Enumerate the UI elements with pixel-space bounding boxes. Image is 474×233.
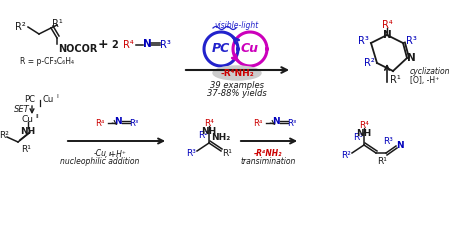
Text: NH: NH (356, 130, 372, 138)
Text: R¹: R¹ (390, 75, 401, 85)
Text: , +H⁺: , +H⁺ (105, 150, 126, 158)
Text: 2: 2 (111, 40, 118, 50)
Text: -Cu: -Cu (93, 150, 107, 158)
Text: N: N (396, 141, 404, 151)
Text: N: N (114, 117, 122, 127)
Text: R³: R³ (353, 133, 363, 141)
Text: R⁴: R⁴ (359, 120, 369, 130)
Text: NOCOR: NOCOR (58, 44, 97, 54)
Text: Cu: Cu (42, 96, 54, 104)
Text: N: N (272, 117, 280, 127)
Text: NH₂: NH₂ (211, 134, 231, 143)
Text: R = p-CF₃C₆H₄: R = p-CF₃C₆H₄ (20, 56, 74, 65)
Text: R³: R³ (406, 36, 417, 46)
Text: -R⁴NH₂: -R⁴NH₂ (254, 150, 282, 158)
Text: PC: PC (212, 42, 230, 55)
Text: -R⁴NH₂: -R⁴NH₂ (220, 69, 254, 78)
Text: N: N (407, 53, 415, 63)
Text: R³: R³ (383, 137, 393, 145)
Text: R²: R² (364, 58, 374, 68)
Text: R²: R² (198, 130, 208, 140)
Text: [O], -H⁺: [O], -H⁺ (410, 75, 439, 85)
Text: R⁴: R⁴ (123, 40, 133, 50)
Text: R³: R³ (287, 119, 297, 127)
Text: R¹: R¹ (222, 148, 232, 158)
Text: NH: NH (201, 127, 217, 137)
Text: I: I (56, 95, 58, 99)
Text: SET: SET (14, 106, 30, 114)
Text: R³: R³ (186, 148, 196, 158)
Text: N: N (383, 30, 392, 40)
Text: nucleophilic addition: nucleophilic addition (60, 158, 140, 167)
Text: II: II (35, 114, 39, 120)
Text: R³: R³ (357, 36, 368, 46)
Text: 39 examples: 39 examples (210, 82, 264, 90)
Text: R³: R³ (160, 40, 171, 50)
Text: R²: R² (341, 151, 351, 160)
Ellipse shape (213, 66, 261, 80)
Text: R¹: R¹ (377, 157, 387, 165)
Text: 37-88% yields: 37-88% yields (207, 89, 267, 99)
Text: N: N (143, 39, 151, 49)
Text: transimination: transimination (240, 158, 296, 167)
Text: R³: R³ (129, 119, 138, 127)
Text: PC: PC (25, 96, 36, 104)
Text: R²: R² (15, 22, 26, 32)
Text: R⁴: R⁴ (95, 119, 105, 127)
Text: NH: NH (20, 127, 36, 136)
Text: +: + (98, 38, 109, 51)
Text: R⁴: R⁴ (204, 119, 214, 127)
Text: II: II (109, 151, 111, 157)
Text: R¹: R¹ (52, 19, 63, 29)
Text: R¹: R¹ (21, 145, 31, 154)
Text: R²: R² (0, 130, 9, 140)
Text: R⁴: R⁴ (253, 119, 263, 127)
Text: Cu: Cu (22, 116, 34, 124)
Text: visible-light: visible-light (215, 21, 259, 30)
Text: R⁴: R⁴ (382, 20, 392, 30)
Text: Cu: Cu (241, 42, 259, 55)
Text: cyclization: cyclization (410, 66, 450, 75)
